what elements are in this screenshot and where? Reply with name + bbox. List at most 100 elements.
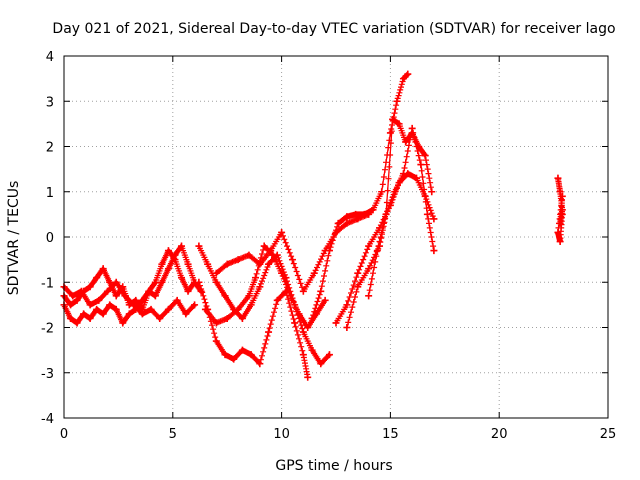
data-point	[171, 251, 179, 259]
data-point	[147, 305, 155, 313]
data-point	[321, 296, 329, 304]
data-point	[212, 278, 220, 286]
data-point	[132, 296, 140, 304]
y-tick-label: -2	[41, 322, 54, 337]
series-trace-arc-5	[198, 282, 309, 378]
data-point	[245, 251, 253, 259]
data-point	[104, 287, 112, 295]
data-point	[386, 201, 394, 209]
data-point	[556, 219, 564, 227]
x-tick-label: 5	[169, 427, 177, 442]
data-point	[138, 296, 146, 304]
y-axis-label: SDTVAR / TECUs	[6, 181, 22, 296]
data-point	[354, 215, 362, 223]
data-point	[399, 170, 407, 178]
data-point	[93, 305, 101, 313]
data-point	[308, 314, 316, 322]
data-point	[325, 247, 333, 255]
y-tick-label: -4	[41, 412, 54, 427]
data-point	[77, 287, 85, 295]
data-point	[245, 292, 253, 300]
data-point	[395, 179, 403, 187]
data-point	[119, 283, 127, 291]
data-point	[376, 224, 384, 232]
data-point	[151, 292, 159, 300]
data-point	[402, 138, 410, 146]
data-point	[556, 238, 564, 246]
data-point	[230, 355, 238, 363]
data-point	[164, 265, 172, 273]
data-point	[312, 310, 320, 318]
data-point	[343, 219, 351, 227]
data-point	[332, 319, 340, 327]
data-point	[430, 247, 438, 255]
data-point	[106, 278, 114, 286]
data-point	[352, 210, 360, 218]
data-point	[86, 314, 94, 322]
data-point	[156, 314, 164, 322]
data-point	[304, 324, 312, 331]
data-point	[365, 242, 373, 250]
data-point	[238, 346, 246, 354]
data-point	[195, 242, 203, 250]
data-point	[67, 301, 75, 309]
data-point	[247, 351, 255, 359]
x-tick-label: 20	[491, 427, 508, 442]
data-point	[391, 188, 399, 196]
series-trace-arc-3	[63, 281, 196, 320]
data-point	[158, 260, 166, 268]
data-point	[334, 219, 342, 227]
data-point	[317, 360, 325, 368]
data-point	[223, 314, 231, 322]
data-point	[93, 274, 101, 282]
data-point	[554, 228, 562, 236]
data-point	[73, 319, 81, 327]
data-point	[395, 120, 403, 128]
data-point	[558, 210, 566, 218]
y-tick-label: 1	[46, 186, 54, 201]
data-point	[399, 75, 407, 83]
data-point	[106, 301, 114, 309]
data-point	[428, 188, 436, 196]
data-point	[80, 310, 88, 318]
y-tick-label: -3	[41, 367, 54, 382]
data-point	[376, 242, 384, 250]
data-point	[286, 292, 294, 300]
data-point	[86, 283, 94, 291]
data-point	[332, 228, 340, 236]
data-point	[408, 124, 416, 132]
data-point	[158, 278, 166, 286]
data-point	[415, 143, 423, 150]
data-point	[197, 287, 205, 295]
data-series	[60, 70, 566, 381]
data-point	[191, 301, 199, 309]
y-tick-label: -1	[41, 276, 54, 291]
data-point	[299, 351, 307, 359]
data-point	[99, 310, 107, 318]
data-point	[386, 129, 394, 137]
data-point	[256, 360, 264, 368]
data-point	[291, 301, 299, 309]
data-point	[164, 305, 172, 313]
data-point	[212, 337, 220, 345]
data-point	[238, 314, 246, 322]
data-point	[99, 265, 107, 273]
data-point	[95, 296, 103, 304]
data-point	[421, 192, 429, 200]
data-point	[125, 310, 133, 318]
data-point	[343, 213, 351, 221]
data-point	[234, 256, 242, 264]
data-point	[417, 161, 425, 169]
x-tick-label: 25	[600, 427, 617, 442]
data-point	[269, 251, 277, 259]
data-point	[184, 260, 192, 268]
data-point	[221, 351, 229, 359]
data-point	[378, 188, 386, 196]
data-point	[373, 247, 381, 255]
data-point	[389, 115, 397, 123]
data-point	[212, 269, 220, 277]
data-point	[317, 287, 325, 295]
data-point	[365, 292, 373, 300]
data-point	[69, 292, 77, 300]
